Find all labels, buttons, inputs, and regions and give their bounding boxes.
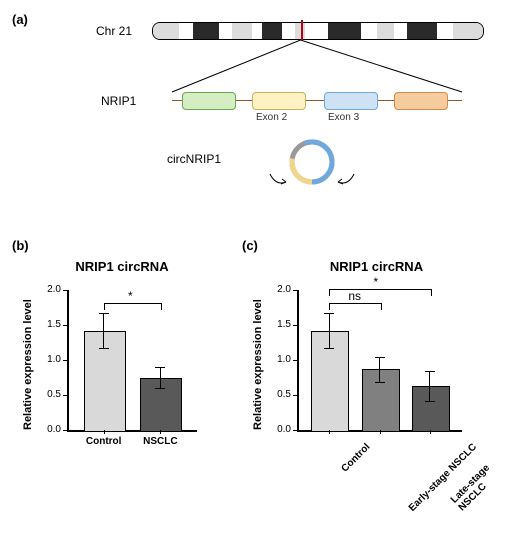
chrom-band	[361, 23, 378, 39]
error-cap	[324, 313, 334, 314]
chrom-band	[252, 23, 262, 39]
bar	[412, 386, 450, 432]
error-cap	[155, 367, 165, 368]
chrom-band	[453, 23, 483, 39]
panel-c-label: (c)	[242, 238, 258, 253]
exon-label: Exon 3	[328, 112, 359, 123]
y-tick-label: 0.0	[269, 424, 291, 435]
error-bar	[379, 357, 380, 382]
chrom-band	[328, 23, 361, 39]
y-tick	[293, 430, 297, 431]
y-tick-label: 0.0	[39, 424, 61, 435]
x-label: NSCLC	[132, 436, 188, 447]
sig-bracket	[104, 303, 163, 310]
chrom-band	[377, 23, 394, 39]
chart-c-title: NRIP1 circRNA	[242, 259, 511, 274]
chrom-band	[232, 23, 252, 39]
panel-a-label: (a)	[12, 12, 28, 27]
error-cap	[99, 313, 109, 314]
y-tick-label: 0.5	[269, 389, 291, 400]
y-tick-label: 0.5	[39, 389, 61, 400]
exon	[182, 92, 236, 110]
locus-marker	[301, 20, 303, 40]
y-tick-label: 2.0	[269, 284, 291, 295]
y-tick-label: 1.0	[39, 354, 61, 365]
chromosome-ideogram	[152, 22, 484, 40]
exon-label: Exon 2	[256, 112, 287, 123]
bar	[84, 331, 126, 432]
chart-b-ylabel: Relative expression level	[22, 299, 34, 430]
y-tick-label: 1.5	[39, 319, 61, 330]
x-tick	[430, 430, 431, 434]
y-axis	[297, 290, 299, 430]
arrow-right-icon	[336, 172, 356, 188]
panel-a: (a) Chr 21 NRIP1 Exon 2 Exon 3 circNRIP1	[12, 12, 511, 237]
error-cap	[155, 388, 165, 389]
error-cap	[375, 382, 385, 383]
gene-label: NRIP1	[101, 94, 136, 108]
exon	[252, 92, 306, 110]
error-cap	[375, 357, 385, 358]
error-cap	[324, 348, 334, 349]
chrom-band	[305, 23, 328, 39]
y-tick	[63, 290, 67, 291]
error-bar	[160, 367, 161, 388]
error-bar	[103, 313, 104, 348]
chrom-band	[407, 23, 437, 39]
y-tick-label: 1.5	[269, 319, 291, 330]
chart-c: Relative expression level 0.0 0.5 1.0 1.5 2.…	[242, 280, 511, 515]
x-tick	[160, 430, 161, 434]
circrna-diagram	[282, 132, 342, 192]
chrom-band	[437, 23, 454, 39]
x-tick	[380, 430, 381, 434]
y-tick-label: 1.0	[269, 354, 291, 365]
panel-b: (b) NRIP1 circRNA Relative expression le…	[12, 237, 232, 515]
chrom-band	[153, 23, 179, 39]
circrna-label: circNRIP1	[167, 152, 221, 166]
sig-bracket	[329, 289, 432, 296]
sig-bracket	[329, 303, 381, 310]
x-tick	[104, 430, 105, 434]
y-axis	[67, 290, 69, 430]
error-cap	[425, 401, 435, 402]
error-cap	[425, 371, 435, 372]
chrom-band	[394, 23, 407, 39]
y-tick	[293, 360, 297, 361]
arrow-left-icon	[268, 172, 288, 188]
x-tick	[329, 430, 330, 434]
y-tick-label: 2.0	[39, 284, 61, 295]
y-tick	[293, 290, 297, 291]
x-label: Control	[76, 436, 132, 447]
y-tick	[293, 325, 297, 326]
chrom-band	[219, 23, 232, 39]
chrom-band	[282, 23, 295, 39]
chrom-band	[193, 23, 219, 39]
y-tick	[293, 395, 297, 396]
connector-lines	[152, 40, 482, 95]
y-tick	[63, 360, 67, 361]
chrom-band	[262, 23, 282, 39]
bar	[140, 378, 182, 433]
bar	[362, 369, 400, 432]
chart-b-title: NRIP1 circRNA	[12, 259, 232, 274]
error-bar	[429, 371, 430, 402]
sig-label: *	[128, 289, 133, 303]
chr-label: Chr 21	[96, 24, 132, 38]
panel-b-label: (b)	[12, 238, 29, 253]
y-tick	[63, 395, 67, 396]
exon	[324, 92, 378, 110]
panel-c: (c) NRIP1 circRNA Relative expression le…	[242, 237, 511, 515]
x-label: Control	[340, 442, 373, 475]
y-tick	[63, 325, 67, 326]
y-tick	[63, 430, 67, 431]
chart-c-ylabel: Relative expression level	[252, 299, 264, 430]
chrom-band	[179, 23, 192, 39]
error-cap	[99, 348, 109, 349]
error-bar	[329, 313, 330, 348]
exon	[394, 92, 448, 110]
sig-label: *	[374, 275, 379, 289]
bar	[311, 331, 349, 432]
charts-row: (b) NRIP1 circRNA Relative expression le…	[12, 237, 511, 515]
chart-b: Relative expression level 0.0 0.5 1.0 1.5 2.…	[12, 280, 232, 515]
